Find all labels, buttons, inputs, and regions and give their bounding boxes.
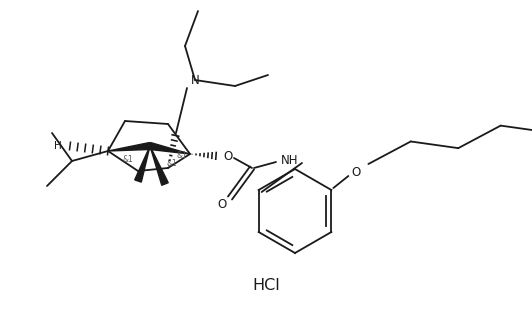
Text: N: N [190, 74, 200, 87]
Text: O: O [352, 166, 361, 179]
Text: H: H [54, 141, 62, 151]
Polygon shape [108, 143, 151, 151]
Text: &1: &1 [177, 151, 187, 161]
Text: O: O [218, 198, 227, 210]
Text: NH: NH [281, 154, 299, 167]
Polygon shape [149, 143, 190, 154]
Text: &1: &1 [122, 155, 134, 163]
Text: HCl: HCl [252, 278, 280, 294]
Polygon shape [135, 146, 150, 182]
Polygon shape [150, 146, 168, 185]
Text: &1: &1 [167, 160, 177, 168]
Text: O: O [223, 149, 232, 162]
